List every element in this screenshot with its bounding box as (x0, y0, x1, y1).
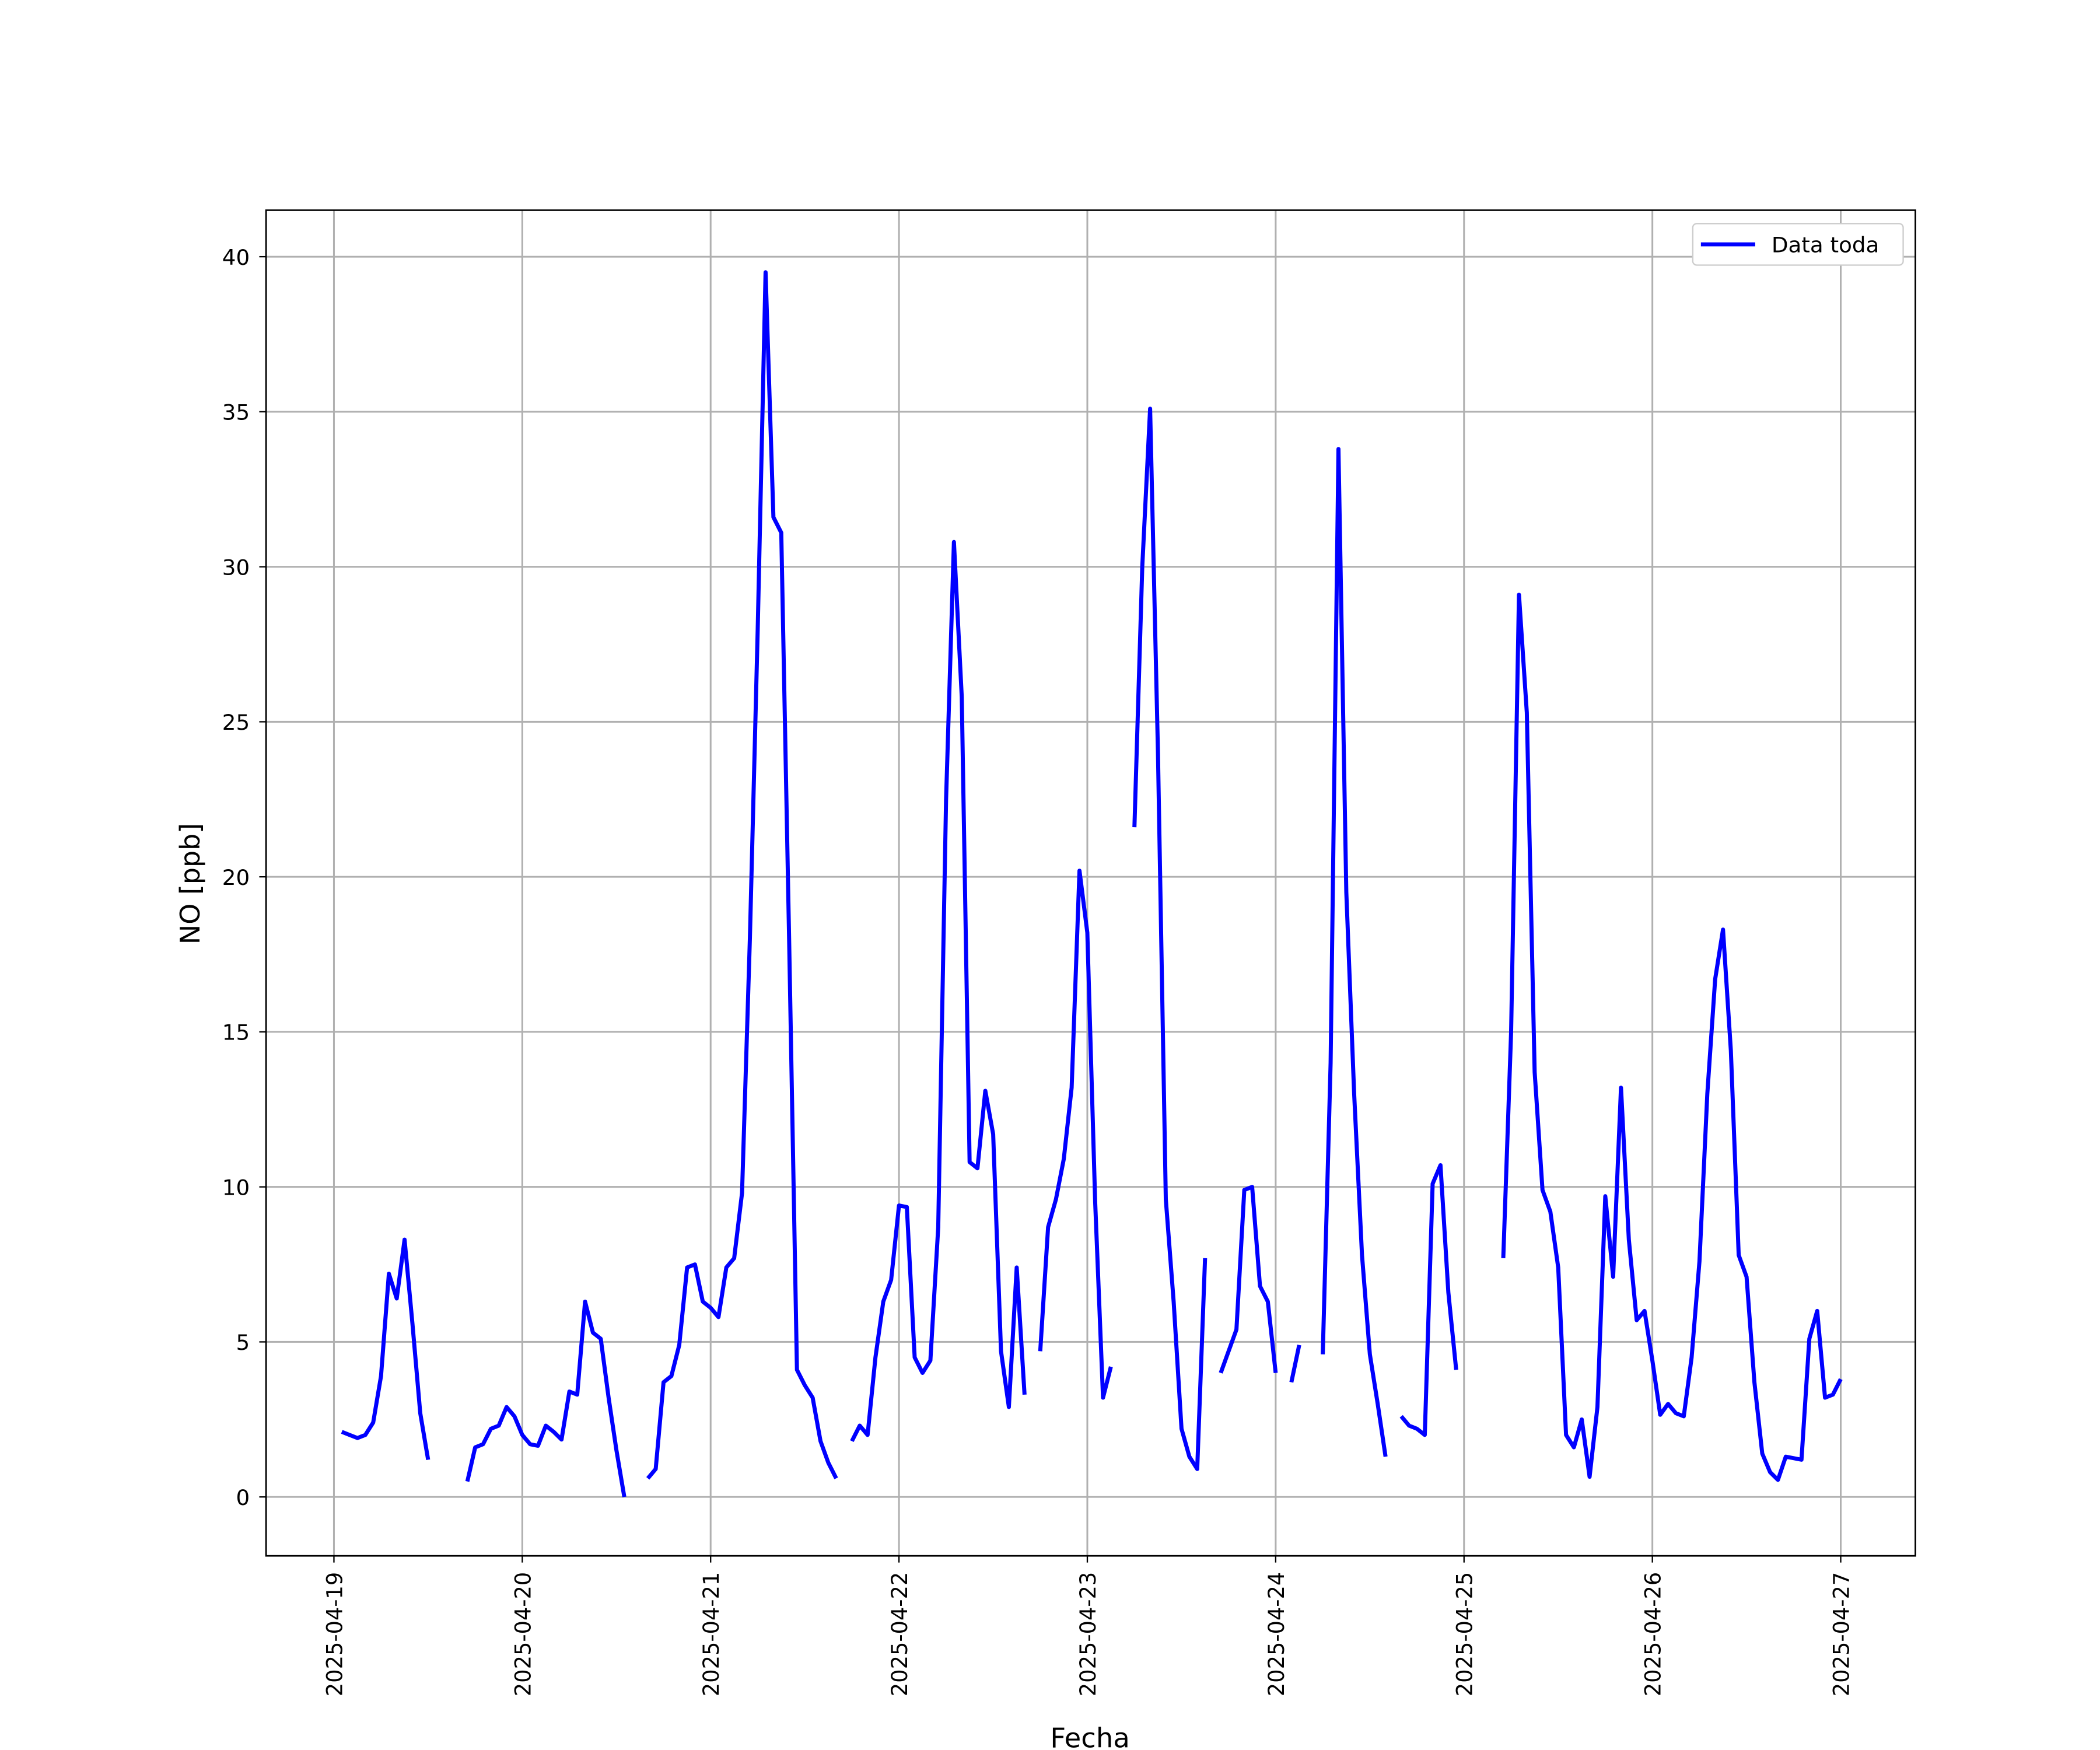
x-tick-label: 2025-04-22 (887, 1572, 912, 1696)
x-axis-label: Fecha (1050, 1723, 1129, 1750)
y-tick-label: 35 (222, 400, 250, 425)
x-tick-label: 2025-04-23 (1076, 1572, 1101, 1696)
x-tick-label: 2025-04-19 (322, 1572, 347, 1696)
x-tick-label: 2025-04-25 (1452, 1572, 1477, 1696)
y-axis-label: NO [ppb] (174, 823, 206, 944)
y-tick-label: 40 (222, 245, 250, 270)
x-tick-label: 2025-04-21 (699, 1572, 724, 1696)
plot-frame (265, 209, 1916, 1557)
x-tick-label: 2025-04-20 (510, 1572, 536, 1696)
x-tick-label: 2025-04-27 (1829, 1572, 1854, 1696)
x-tick-label: 2025-04-26 (1640, 1572, 1665, 1696)
y-tick-label: 5 (236, 1330, 250, 1355)
y-tick-label: 30 (222, 555, 250, 580)
y-tick-label: 25 (222, 710, 250, 735)
y-tick-label: 10 (222, 1175, 250, 1200)
legend-label: Data toda (1772, 233, 1880, 258)
y-tick-label: 15 (222, 1020, 250, 1045)
y-tick-label: 20 (222, 865, 250, 890)
legend-box (1692, 223, 1904, 266)
data-line (341, 270, 1843, 1497)
y-tick-label: 0 (236, 1485, 250, 1510)
x-tick-label: 2025-04-24 (1264, 1572, 1289, 1696)
